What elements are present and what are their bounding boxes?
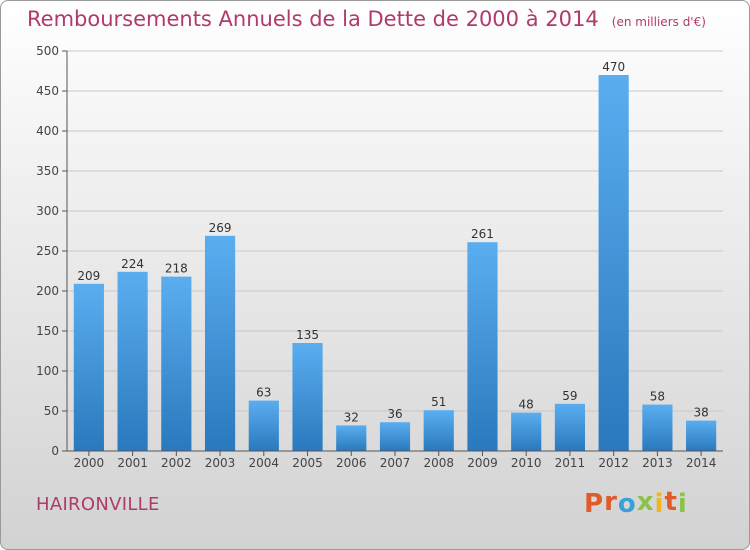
logo-letter: x bbox=[636, 487, 655, 517]
y-tick-label: 100 bbox=[36, 364, 59, 378]
bar-value-label: 58 bbox=[650, 390, 665, 404]
y-tick-label: 250 bbox=[36, 244, 59, 258]
bar-value-label: 218 bbox=[165, 262, 188, 276]
bar bbox=[379, 422, 411, 451]
y-tick-label: 150 bbox=[36, 324, 59, 338]
logo-letter: P bbox=[584, 489, 605, 519]
bar-value-label: 470 bbox=[602, 60, 625, 74]
bar-value-label: 209 bbox=[77, 269, 100, 283]
y-tick-label: 200 bbox=[36, 284, 59, 298]
x-tick-label: 2006 bbox=[336, 456, 367, 470]
logo-letter: i bbox=[677, 489, 688, 519]
x-tick-label: 2005 bbox=[292, 456, 323, 470]
bar bbox=[161, 276, 192, 451]
logo-letter: t bbox=[664, 487, 678, 517]
logo-letter: i bbox=[654, 489, 665, 519]
x-tick-label: 2012 bbox=[598, 456, 629, 470]
title-main: Remboursements Annuels de la Dette de 20… bbox=[27, 7, 599, 31]
title-unit: (en milliers d'€) bbox=[611, 15, 706, 29]
y-tick-label: 0 bbox=[51, 444, 59, 458]
x-tick-label: 2004 bbox=[249, 456, 280, 470]
bar bbox=[248, 400, 279, 451]
y-tick-label: 300 bbox=[36, 204, 59, 218]
bar bbox=[642, 404, 673, 451]
x-tick-label: 2000 bbox=[74, 456, 105, 470]
bar-value-label: 48 bbox=[519, 398, 534, 412]
y-tick-label: 400 bbox=[36, 124, 59, 138]
bar-value-label: 51 bbox=[431, 395, 446, 409]
y-tick-labels: 0 50 100 150 200 250 300 350 400 450 500 bbox=[36, 44, 59, 458]
x-tick-label: 2008 bbox=[423, 456, 454, 470]
y-tick-label: 350 bbox=[36, 164, 59, 178]
chart-title: Remboursements Annuels de la Dette de 20… bbox=[27, 7, 706, 31]
bar bbox=[686, 420, 717, 451]
bar-value-label: 36 bbox=[387, 407, 402, 421]
bar-value-label: 63 bbox=[256, 386, 271, 400]
x-tick-label: 2002 bbox=[161, 456, 192, 470]
bar bbox=[117, 271, 148, 451]
bar bbox=[423, 410, 454, 451]
bar-value-label: 38 bbox=[693, 406, 708, 420]
axes bbox=[62, 50, 723, 456]
bar bbox=[598, 75, 629, 451]
logo-letter: o bbox=[617, 489, 637, 519]
bar bbox=[467, 242, 498, 451]
logo-letter: r bbox=[604, 487, 618, 517]
bar-value-label: 59 bbox=[562, 389, 577, 403]
x-tick-label: 2009 bbox=[467, 456, 498, 470]
y-tick-label: 50 bbox=[44, 404, 59, 418]
y-tick-label: 450 bbox=[36, 84, 59, 98]
bar-value-label: 261 bbox=[471, 227, 494, 241]
bar bbox=[204, 235, 236, 451]
bar-value-labels: 209 224 218 269 63 135 32 36 51 261 48 59 470 58 38 bbox=[77, 60, 708, 424]
x-tick-label: 2003 bbox=[205, 456, 236, 470]
x-tick-labels: 2000 2001 2002 2003 2004 2005 2006 2007 2008 2009… bbox=[74, 456, 717, 470]
bar bbox=[336, 425, 367, 451]
x-tick-label: 2011 bbox=[555, 456, 586, 470]
proxiti-logo: Proxiti bbox=[584, 487, 688, 519]
bar-value-label: 224 bbox=[121, 257, 144, 271]
x-tick-label: 2014 bbox=[686, 456, 717, 470]
bar bbox=[554, 403, 586, 451]
x-tick-label: 2001 bbox=[117, 456, 148, 470]
bar-value-label: 135 bbox=[296, 328, 319, 342]
bar bbox=[511, 412, 542, 451]
bar bbox=[292, 343, 323, 451]
bar-value-label: 269 bbox=[209, 221, 232, 235]
commune-name: HAIRONVILLE bbox=[36, 494, 160, 515]
x-tick-label: 2010 bbox=[511, 456, 542, 470]
bar-value-label: 32 bbox=[344, 410, 359, 424]
x-tick-label: 2007 bbox=[380, 456, 411, 470]
bars bbox=[73, 75, 717, 451]
bar bbox=[73, 283, 104, 451]
x-tick-label: 2013 bbox=[642, 456, 673, 470]
y-tick-label: 500 bbox=[36, 44, 59, 58]
